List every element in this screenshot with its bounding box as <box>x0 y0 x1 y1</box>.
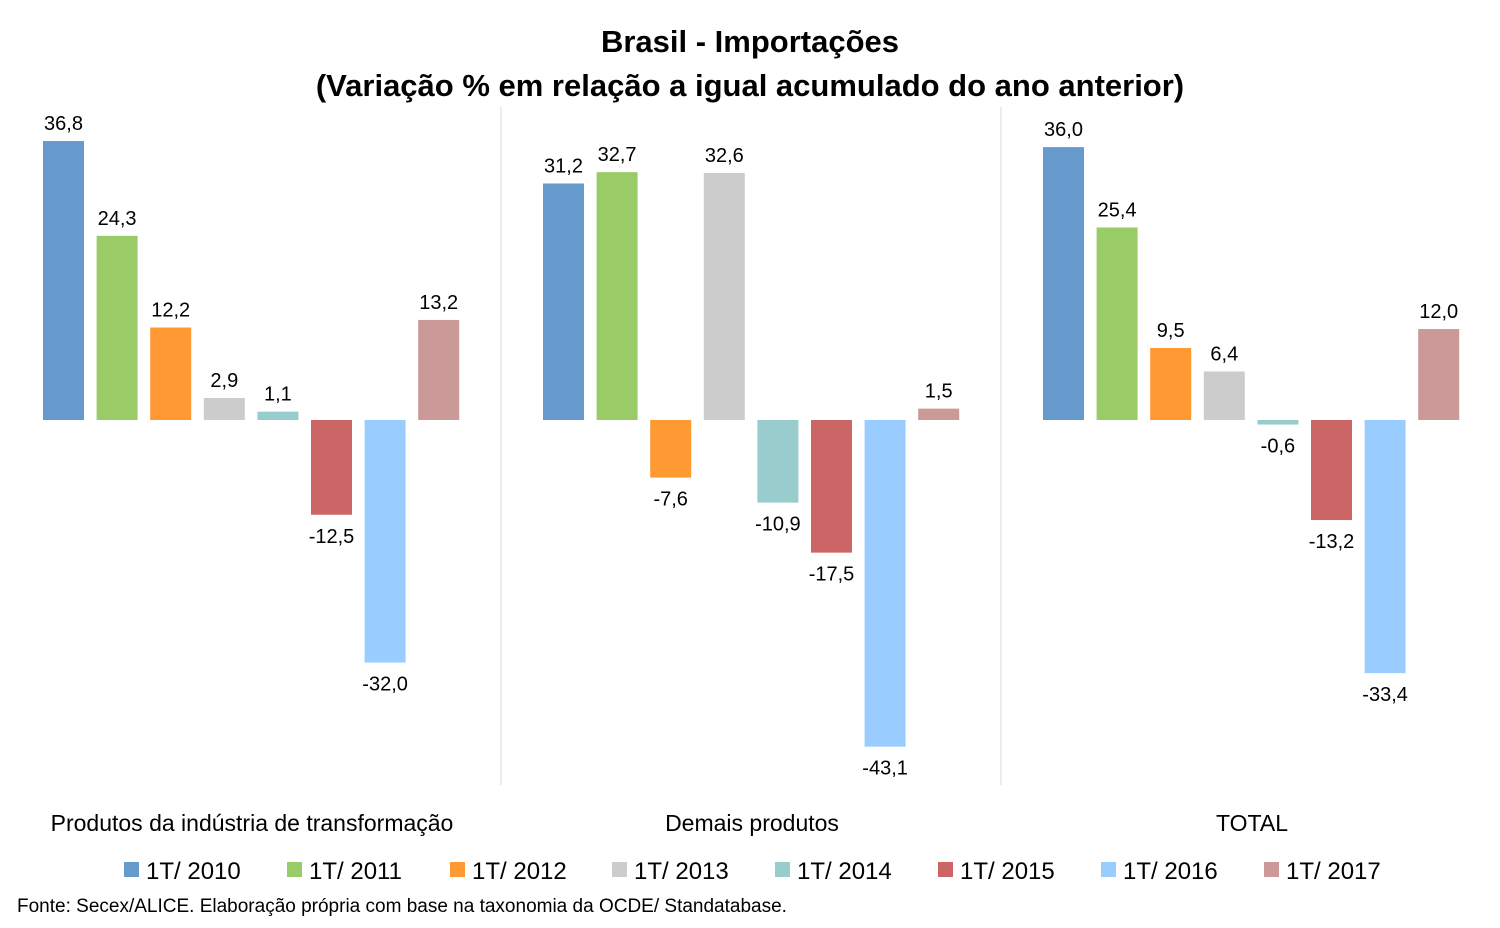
bar <box>1096 227 1138 420</box>
data-label: 32,6 <box>705 145 744 167</box>
legend-label: 1T/ 2013 <box>634 858 729 885</box>
data-label: 13,2 <box>419 292 458 314</box>
data-label: -43,1 <box>862 758 908 780</box>
data-label: -33,4 <box>1362 684 1408 706</box>
bar <box>918 408 960 420</box>
bar <box>1311 420 1352 521</box>
data-label: 25,4 <box>1098 199 1137 221</box>
category-label: Demais produtos <box>665 810 839 836</box>
bar <box>1150 347 1192 420</box>
bar <box>43 141 84 420</box>
data-label: 6,4 <box>1210 343 1238 365</box>
bar <box>650 420 692 478</box>
legend-swatch <box>775 862 790 877</box>
category-label: Produtos da indústria de transformação <box>51 810 454 836</box>
legend-label: 1T/ 2014 <box>797 858 892 885</box>
data-label: 31,2 <box>544 156 583 178</box>
source-note: Fonte: Secex/ALICE. Elaboração própria c… <box>17 896 787 917</box>
legend: 1T/ 2010 1T/ 2011 1T/ 2012 1T/ 2013 1T/ 2014… <box>124 858 1381 885</box>
bar <box>1418 329 1460 420</box>
data-label: -7,6 <box>653 489 687 511</box>
data-label: -12,5 <box>309 526 355 548</box>
data-label: -13,2 <box>1309 531 1355 553</box>
bar <box>418 319 460 420</box>
bar <box>96 235 138 420</box>
legend-swatch <box>450 862 465 877</box>
data-label: 24,3 <box>98 208 137 230</box>
bars-group: 36,8 24,3 12,2 2,9 1,1 -12,5 -32,0 13,2 31,2 32,7… <box>43 113 1460 780</box>
legend-label: 1T/ 2011 <box>309 858 402 885</box>
data-label: 9,5 <box>1157 320 1185 342</box>
bar <box>1203 371 1245 420</box>
legend-swatch <box>287 862 302 877</box>
bar <box>757 420 799 503</box>
chart-title: Brasil - Importações <box>601 24 899 59</box>
bar <box>364 420 406 663</box>
data-label: -0,6 <box>1261 436 1295 458</box>
data-label: 1,5 <box>925 381 953 403</box>
bar <box>811 420 852 553</box>
data-label: 12,2 <box>151 300 190 322</box>
bar <box>203 398 245 420</box>
data-label: -32,0 <box>362 674 408 696</box>
legend-label: 1T/ 2012 <box>472 858 567 885</box>
bar <box>311 420 352 515</box>
legend-label: 1T/ 2016 <box>1123 858 1218 885</box>
category-labels: Produtos da indústria de transformação De… <box>51 810 1289 836</box>
bar <box>1043 147 1084 420</box>
bar <box>703 172 745 420</box>
data-label: 36,0 <box>1044 119 1083 141</box>
legend-swatch <box>938 862 953 877</box>
chart-subtitle: (Variação % em relação a igual acumulado… <box>316 68 1184 103</box>
bar <box>150 327 192 420</box>
legend-label: 1T/ 2017 <box>1286 858 1381 885</box>
legend-swatch <box>612 862 627 877</box>
bar <box>864 420 906 747</box>
legend-swatch <box>1101 862 1116 877</box>
data-label: -10,9 <box>755 514 801 536</box>
data-label: 36,8 <box>44 113 83 135</box>
data-label: 2,9 <box>210 370 238 392</box>
data-label: -17,5 <box>809 564 855 586</box>
data-label: 12,0 <box>1419 301 1458 323</box>
bar <box>257 411 299 420</box>
data-label: 32,7 <box>598 144 637 166</box>
legend-label: 1T/ 2010 <box>146 858 241 885</box>
category-label: TOTAL <box>1216 810 1288 836</box>
bar <box>1364 420 1406 674</box>
data-label: 1,1 <box>264 384 292 406</box>
legend-swatch <box>124 862 139 877</box>
bar <box>596 172 638 420</box>
bar <box>1257 420 1299 425</box>
bar <box>543 183 584 420</box>
legend-swatch <box>1264 862 1279 877</box>
legend-label: 1T/ 2015 <box>960 858 1055 885</box>
